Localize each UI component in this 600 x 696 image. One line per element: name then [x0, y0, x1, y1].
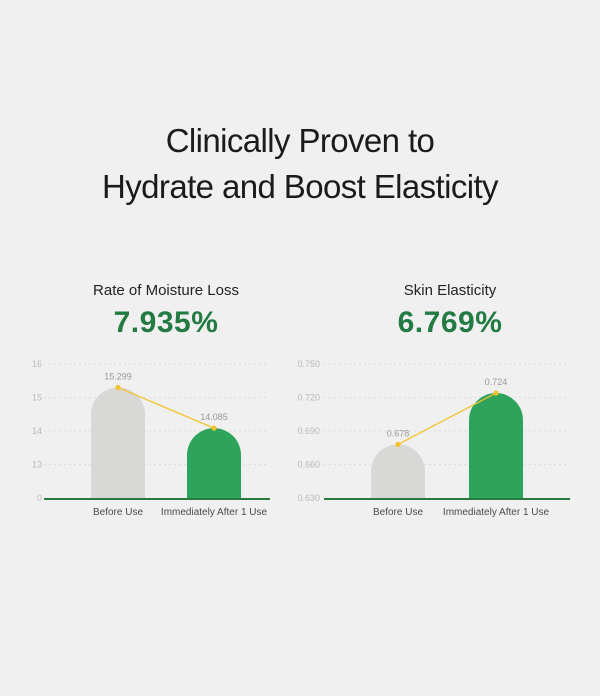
y-tick-label: 15: [32, 393, 42, 403]
data-label: 15.299: [104, 371, 132, 381]
y-tick-label: 0: [37, 493, 42, 503]
trend-connector-line: [117, 386, 215, 429]
bar-after-use: [469, 393, 523, 498]
moisture-loss-panel: Rate of Moisture Loss 7.935% 0 13 14 15 16 15…: [0, 280, 300, 530]
headline-line-2: Hydrate and Boost Elasticity: [102, 168, 499, 205]
y-tick-label: 14: [32, 426, 42, 436]
data-label: 0.678: [387, 428, 410, 438]
category-label: Immediately After 1 Use: [443, 507, 550, 518]
category-label: Before Use: [93, 507, 143, 518]
y-tick-label: 0.630: [297, 493, 320, 503]
y-tick-label: 13: [32, 460, 42, 470]
bar-before-use: [91, 387, 145, 498]
skin-elasticity-chart: 0.630 0.660 0.690 0.720 0.750 0.678 Before Use…: [297, 359, 570, 518]
y-tick-label: 16: [32, 359, 42, 369]
data-label: 14.085: [200, 412, 228, 422]
moisture-loss-title: Rate of Moisture Loss: [93, 282, 239, 299]
y-tick-label: 0.750: [297, 359, 320, 369]
trend-point: [211, 425, 217, 431]
moisture-loss-value: 7.935%: [113, 306, 219, 339]
y-tick-label: 0.690: [297, 426, 320, 436]
skin-elasticity-title: Skin Elasticity: [403, 282, 497, 299]
skin-elasticity-value: 6.769%: [397, 306, 503, 339]
bar-after-use: [187, 428, 241, 498]
bar-before-use: [371, 444, 425, 498]
trend-point: [395, 441, 401, 447]
headline: Clinically Proven to Hydrate and Boost E…: [0, 118, 600, 210]
y-tick-label: 0.720: [297, 393, 320, 403]
trend-point: [493, 390, 499, 396]
category-label: Immediately After 1 Use: [161, 507, 268, 518]
skin-elasticity-panel: Skin Elasticity 6.769% 0.630 0.660 0.690 0.…: [297, 280, 600, 530]
headline-line-1: Clinically Proven to: [165, 122, 435, 159]
category-label: Before Use: [373, 507, 423, 518]
data-label: 0.724: [485, 377, 508, 387]
trend-connector-line: [397, 392, 497, 445]
moisture-loss-chart: 0 13 14 15 16 15.299 Before Use 14.085 Immediate…: [32, 359, 270, 518]
trend-point: [115, 384, 121, 391]
y-tick-label: 0.660: [297, 460, 320, 470]
